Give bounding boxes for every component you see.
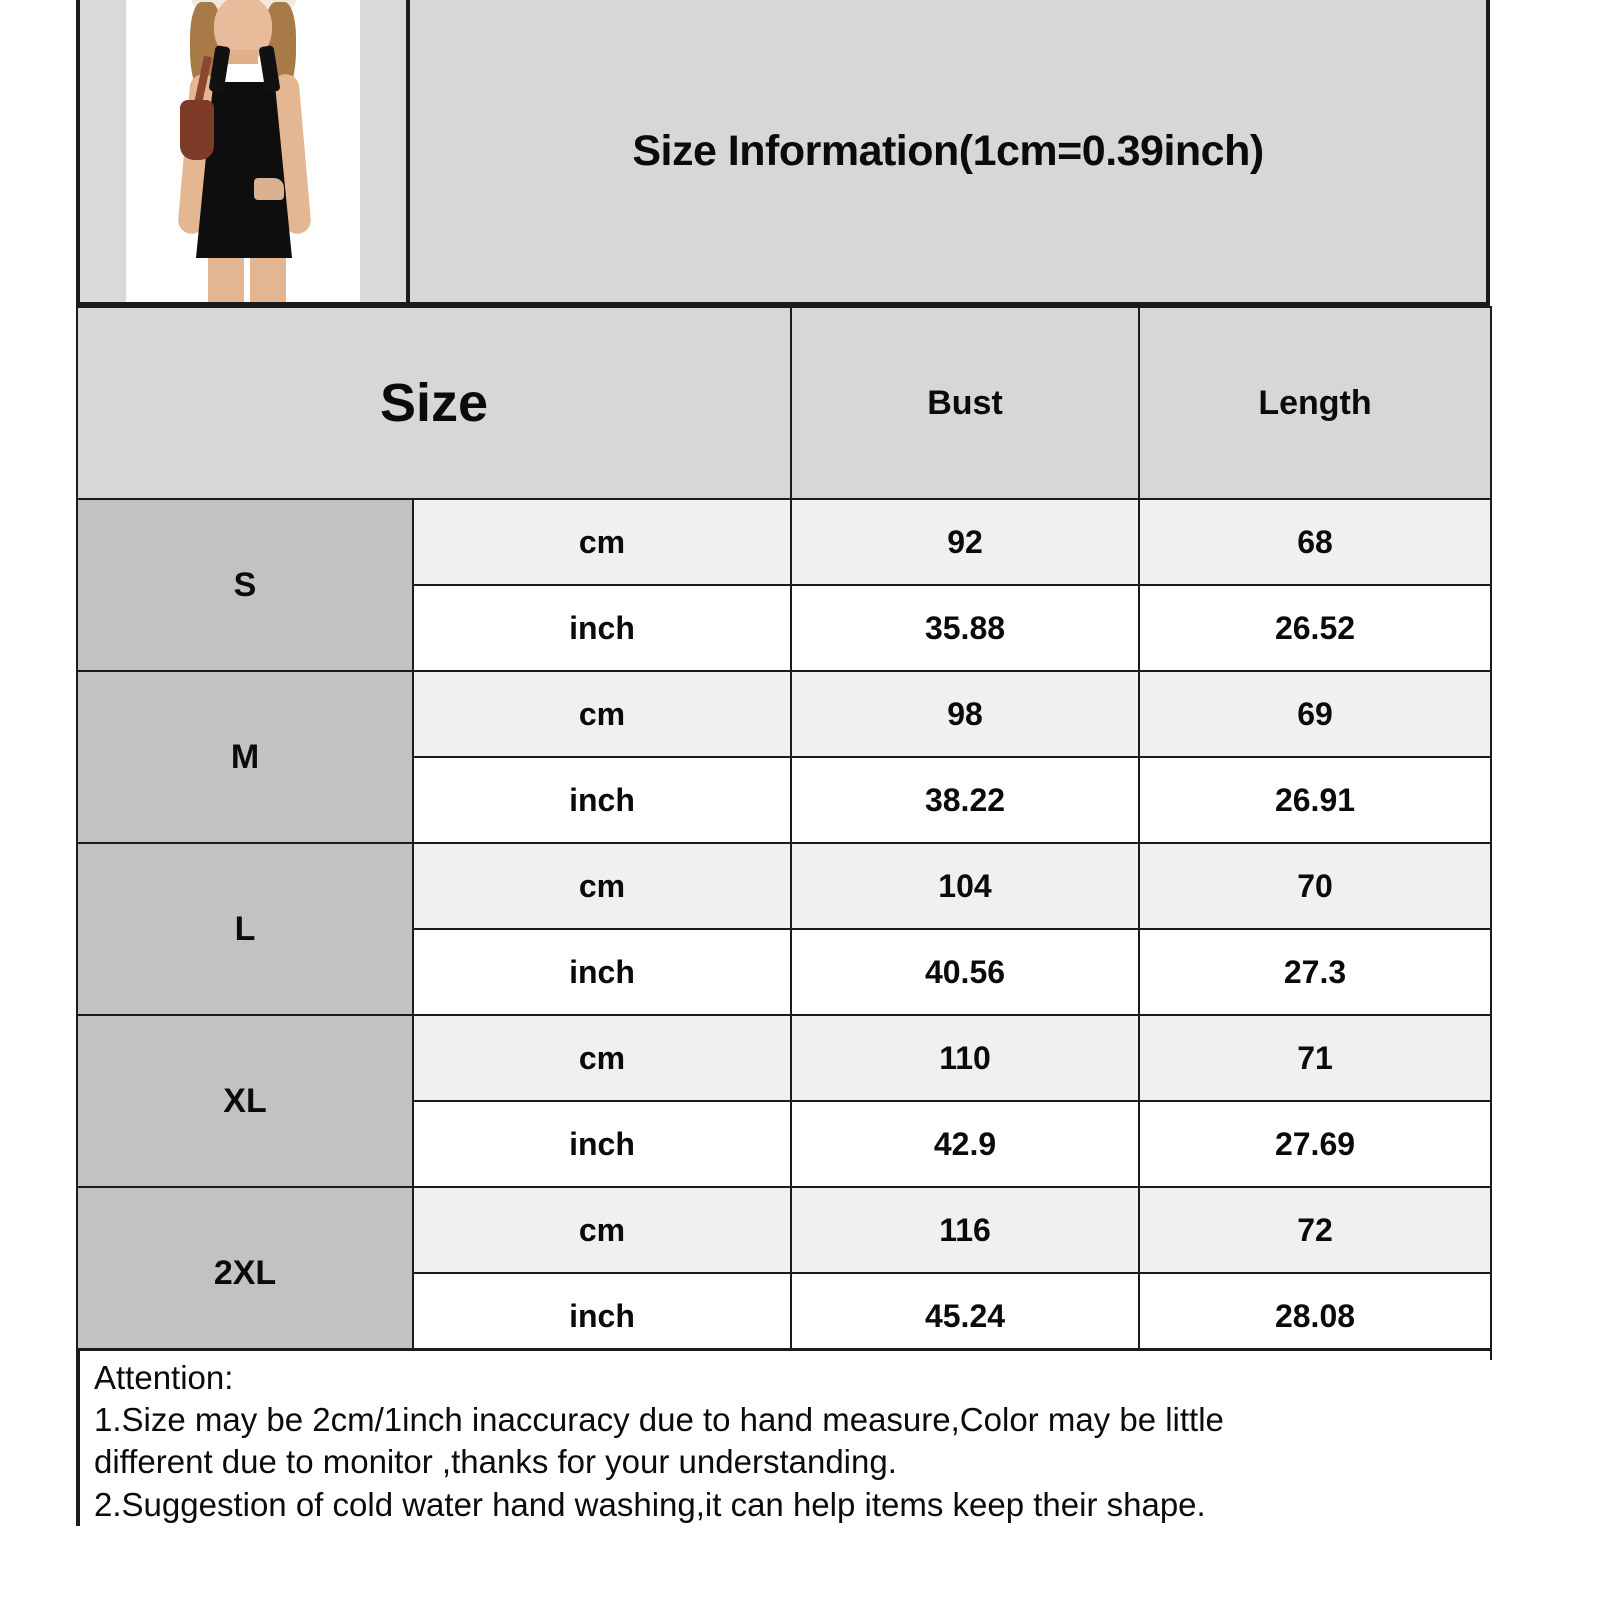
size-table: Size Bust Length S cm 92 68 inch 35.88 2…	[76, 306, 1492, 1360]
unit-label-inch: inch	[412, 584, 792, 672]
table-row: XL cm 110 71	[76, 1014, 1492, 1188]
attention-block: Attention: 1.Size may be 2cm/1inch inacc…	[76, 1348, 1490, 1526]
cell-bust-inch-m: 38.22	[790, 756, 1140, 844]
column-header-length: Length	[1138, 306, 1492, 500]
column-header-bust: Bust	[790, 306, 1140, 500]
cell-length-cm-xl: 71	[1138, 1014, 1492, 1102]
table-row: inch 38.22 26.91	[77, 756, 1492, 844]
table-header-row: Size Bust Length	[76, 306, 1492, 500]
unit-label-cm: cm	[412, 670, 792, 758]
attention-note-2: 2.Suggestion of cold water hand washing,…	[94, 1485, 1206, 1523]
table-row: 2XL cm 116 72	[76, 1186, 1492, 1360]
unit-label-inch: inch	[412, 1100, 792, 1188]
unit-label-cm: cm	[412, 842, 792, 930]
unit-label-cm: cm	[412, 1186, 792, 1274]
attention-heading: Attention:	[94, 1359, 234, 1396]
cell-bust-cm-m: 98	[790, 670, 1140, 758]
cell-length-cm-m: 69	[1138, 670, 1492, 758]
cell-length-inch-m: 26.91	[1138, 756, 1492, 844]
hand-in-pocket-shape	[254, 178, 284, 200]
product-photo-cell	[80, 0, 410, 302]
cell-length-cm-2xl: 72	[1138, 1186, 1492, 1274]
title-banner: Size Information(1cm=0.39inch)	[410, 0, 1486, 302]
cell-length-cm-l: 70	[1138, 842, 1492, 930]
unit-label-cm: cm	[412, 498, 792, 586]
photo-right-gray-bar	[360, 0, 406, 302]
table-row: inch 40.56 27.3	[77, 928, 1492, 1016]
size-label-2xl: 2XL	[76, 1186, 414, 1360]
cell-bust-cm-2xl: 116	[790, 1186, 1140, 1274]
white-top-shape	[216, 64, 272, 80]
column-header-size: Size	[76, 306, 792, 500]
attention-note-1-line-1: 1.Size may be 2cm/1inch inaccuracy due t…	[94, 1401, 1224, 1439]
table-row: M cm 98 69	[76, 670, 1492, 844]
cell-bust-inch-s: 35.88	[790, 584, 1140, 672]
table-row: inch 35.88 26.52	[77, 584, 1492, 672]
handbag-shape	[180, 100, 214, 160]
unit-label-inch: inch	[412, 928, 792, 1016]
size-label-s: S	[76, 498, 414, 672]
header-row: Size Information(1cm=0.39inch)	[76, 0, 1490, 306]
page-title: Size Information(1cm=0.39inch)	[632, 126, 1264, 175]
cell-bust-inch-xl: 42.9	[790, 1100, 1140, 1188]
cell-length-inch-s: 26.52	[1138, 584, 1492, 672]
table-row: S cm 92 68	[76, 498, 1492, 672]
table-row: inch 45.24 28.08	[77, 1272, 1492, 1360]
photo-left-gray-bar	[80, 0, 126, 302]
size-label-l: L	[76, 842, 414, 1016]
cell-length-cm-s: 68	[1138, 498, 1492, 586]
attention-note-1-line-2: different due to monitor ,thanks for you…	[94, 1443, 897, 1481]
table-row: L cm 104 70	[76, 842, 1492, 1016]
unit-label-inch: inch	[412, 756, 792, 844]
unit-label-inch: inch	[412, 1272, 792, 1360]
cell-length-inch-l: 27.3	[1138, 928, 1492, 1016]
cell-bust-cm-l: 104	[790, 842, 1140, 930]
size-label-xl: XL	[76, 1014, 414, 1188]
cell-bust-cm-s: 92	[790, 498, 1140, 586]
cell-bust-inch-l: 40.56	[790, 928, 1140, 1016]
cell-bust-inch-2xl: 45.24	[790, 1272, 1140, 1360]
table-row: inch 42.9 27.69	[77, 1100, 1492, 1188]
cell-bust-cm-xl: 110	[790, 1014, 1140, 1102]
cell-length-inch-xl: 27.69	[1138, 1100, 1492, 1188]
size-label-m: M	[76, 670, 414, 844]
unit-label-cm: cm	[412, 1014, 792, 1102]
cell-length-inch-2xl: 28.08	[1138, 1272, 1492, 1360]
product-model-illustration	[128, 0, 358, 302]
